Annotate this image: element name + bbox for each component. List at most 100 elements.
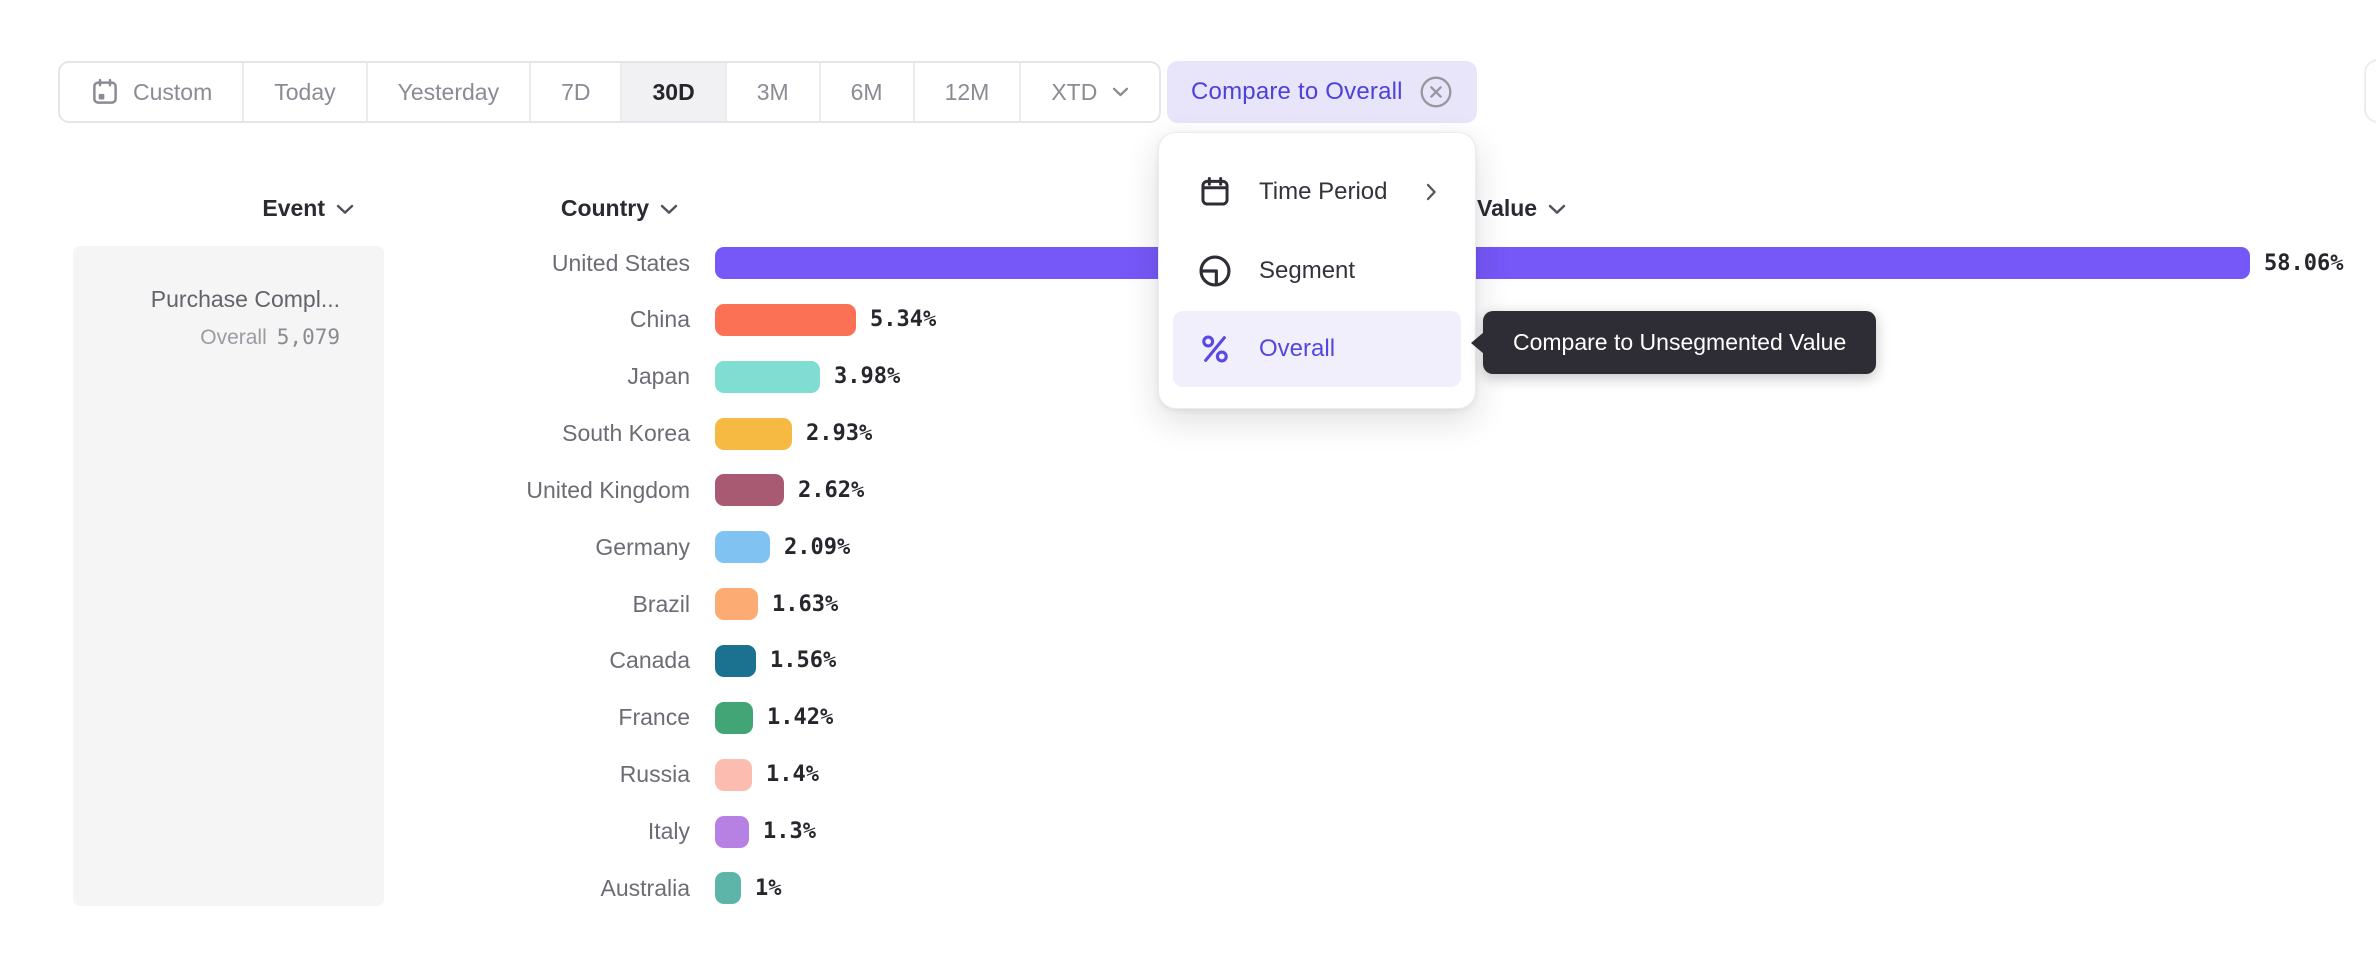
event-title: Purchase Compl...	[150, 286, 340, 312]
date-range-6m[interactable]: 6M	[821, 63, 915, 121]
bar-segment[interactable]	[715, 531, 770, 564]
date-range-12m[interactable]: 12M	[915, 63, 1022, 121]
menu-item-segment[interactable]: Segment	[1173, 233, 1461, 309]
date-range-label: 7D	[561, 78, 591, 105]
bar-segment[interactable]	[715, 644, 756, 677]
chart-row-russia: Russia 1.4%	[420, 746, 819, 803]
chevron-down-icon	[1548, 204, 1566, 215]
bar-segment[interactable]	[715, 872, 741, 905]
date-range-today[interactable]: Today	[244, 63, 368, 121]
chevron-down-icon	[660, 204, 678, 215]
menu-item-time-period[interactable]: Time Period	[1173, 154, 1461, 230]
chart-row-france: France 1.42%	[420, 689, 833, 746]
column-header-event[interactable]: Event	[73, 193, 354, 223]
column-header-event-label: Event	[262, 194, 325, 221]
date-range-yesterday[interactable]: Yesterday	[368, 63, 532, 121]
country-label: France	[618, 704, 690, 731]
menu-item-label: Overall	[1259, 335, 1336, 363]
chevron-right-icon	[1426, 183, 1437, 201]
bar-value-label: 3.98%	[834, 364, 901, 390]
tooltip-caret-icon	[1471, 331, 1484, 354]
calendar-icon	[90, 77, 120, 107]
circle-x-icon[interactable]	[1419, 75, 1453, 109]
country-label: Australia	[600, 874, 690, 901]
event-cell[interactable]: Purchase Compl... Overall 5,079	[73, 246, 384, 906]
bar-segment[interactable]	[715, 247, 2250, 279]
chart-row-germany: Germany 2.09%	[420, 519, 850, 576]
compare-dropdown-menu: Time Period Segment Overall	[1158, 132, 1476, 409]
bar-segment[interactable]	[715, 360, 820, 393]
date-range-segmented-control: Custom Today Yesterday 7D 30D 3M 6M 12M XTD	[58, 61, 1162, 123]
percent-icon	[1197, 332, 1233, 366]
bar-segment[interactable]	[715, 815, 749, 848]
segment-icon	[1197, 253, 1233, 289]
event-overall-value: 5,079	[276, 325, 340, 349]
country-label: South Korea	[562, 420, 690, 447]
date-range-7d[interactable]: 7D	[531, 63, 623, 121]
bar-value-label: 2.09%	[784, 534, 851, 560]
date-range-xtd[interactable]: XTD	[1021, 63, 1159, 121]
chart-row-australia: Australia 1%	[420, 860, 782, 917]
column-header-country[interactable]: Country	[420, 193, 678, 223]
column-header-country-label: Country	[560, 194, 649, 221]
chevron-down-icon	[336, 204, 354, 215]
bar-value-label: 1.42%	[767, 705, 834, 731]
date-range-custom[interactable]: Custom	[60, 63, 245, 121]
country-label: Japan	[627, 363, 690, 390]
tooltip: Compare to Unsegmented Value	[1471, 311, 1877, 374]
country-label: Italy	[647, 818, 690, 844]
calendar-icon	[1197, 175, 1233, 209]
bar-segment[interactable]	[715, 474, 784, 507]
column-header-value-label: Value	[1477, 194, 1538, 221]
bar-value-label: 1.3%	[763, 819, 816, 844]
bar-value-label: 1.56%	[770, 648, 837, 674]
bar-value-label: 1.63%	[772, 591, 839, 617]
chart-row-japan: Japan 3.98%	[420, 348, 900, 405]
chart-row-canada: Canada 1.56%	[420, 632, 836, 689]
bar-value-label: 58.06%	[2264, 250, 2344, 276]
menu-item-label: Time Period	[1259, 177, 1388, 205]
bar-segment[interactable]	[715, 701, 753, 734]
date-range-label: 3M	[756, 78, 789, 105]
bar-segment[interactable]	[715, 758, 752, 791]
event-overall-label: Overall	[200, 326, 267, 349]
bar-value-label: 1.4%	[766, 762, 819, 788]
bar-value-label: 2.93%	[806, 421, 873, 447]
chart-row-china: China 5.34%	[420, 291, 936, 348]
bar-segment[interactable]	[715, 303, 856, 336]
compare-chip-label: Compare to Overall	[1191, 78, 1403, 105]
country-label: Brazil	[632, 590, 690, 617]
chart-row-united-kingdom: United Kingdom 2.62%	[420, 462, 864, 519]
chart-row-united-states: United States 58.06%	[420, 235, 2343, 292]
bar-segment[interactable]	[715, 417, 792, 450]
date-range-label: 12M	[944, 78, 990, 105]
clipped-control-fragment	[2364, 59, 2376, 123]
country-label: United Kingdom	[526, 476, 690, 503]
tooltip-text: Compare to Unsegmented Value	[1513, 329, 1847, 355]
country-label: Canada	[609, 647, 690, 674]
date-range-label: Custom	[133, 78, 213, 105]
column-header-value[interactable]: Value	[1477, 193, 1677, 223]
date-range-label: XTD	[1051, 78, 1098, 105]
bar-value-label: 1%	[755, 875, 782, 901]
date-range-label: 30D	[652, 78, 695, 105]
chart-row-brazil: Brazil 1.63%	[420, 576, 838, 633]
country-label: Germany	[595, 533, 690, 560]
bar-segment[interactable]	[715, 588, 758, 621]
date-range-label: Yesterday	[397, 78, 500, 105]
event-overall-row: Overall 5,079	[93, 325, 340, 350]
menu-item-overall[interactable]: Overall	[1173, 311, 1461, 388]
chevron-down-icon	[1112, 87, 1129, 97]
date-range-label: Today	[274, 78, 336, 105]
bar-value-label: 2.62%	[798, 477, 865, 503]
menu-item-label: Segment	[1259, 256, 1356, 284]
compare-to-overall-chip[interactable]: Compare to Overall	[1167, 61, 1477, 123]
country-label: Russia	[619, 761, 690, 788]
chart-row-south-korea: South Korea 2.93%	[420, 405, 872, 462]
date-range-3m[interactable]: 3M	[727, 63, 821, 121]
date-range-label: 6M	[850, 78, 883, 105]
bar-value-label: 5.34%	[870, 307, 937, 333]
country-label: United States	[551, 249, 690, 276]
country-label: China	[629, 306, 690, 333]
date-range-30d[interactable]: 30D	[622, 63, 727, 121]
